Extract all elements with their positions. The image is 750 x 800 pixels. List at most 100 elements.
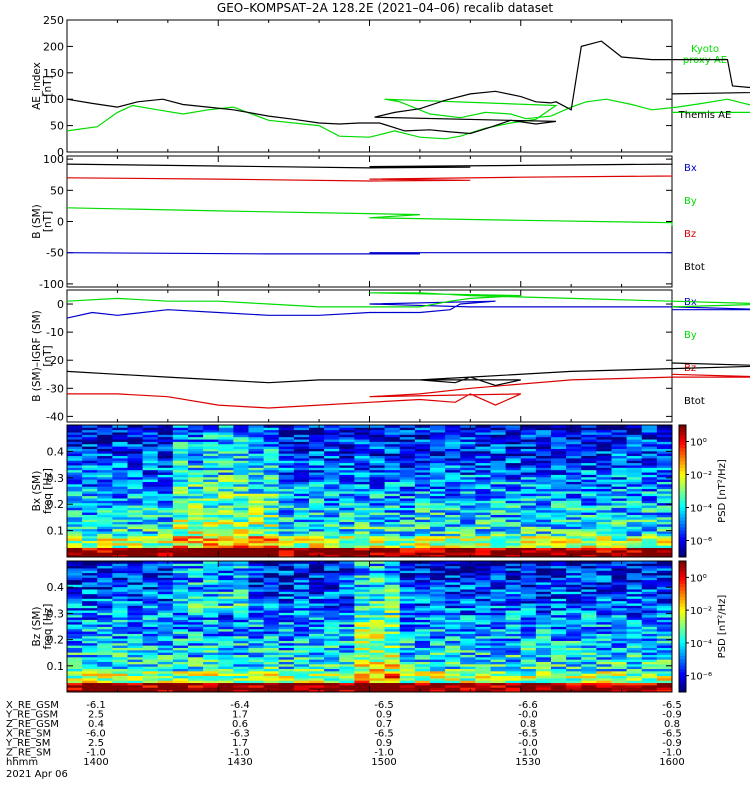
spectrogram-cell: [112, 626, 128, 630]
spectrogram-cell: [354, 621, 370, 625]
spectrogram-cell: [248, 528, 265, 532]
spectrogram-cell: [414, 663, 431, 667]
spectrogram-cell: [566, 432, 582, 435]
spectrogram-cell: [97, 531, 113, 534]
spectrogram-cell: [324, 663, 340, 667]
spectrogram-cell: [203, 448, 219, 452]
spectrogram-cell: [414, 465, 431, 468]
y-tick-label: -20: [46, 354, 64, 367]
spectrogram-cell: [520, 427, 537, 431]
spectrogram-cell: [157, 531, 174, 534]
spectrogram-cell: [626, 631, 643, 634]
spectrogram-cell: [278, 603, 295, 606]
spectrogram-cell: [309, 443, 325, 447]
spectrogram-cell: [324, 591, 340, 595]
spectrogram-cell: [233, 584, 249, 588]
spectrogram-cell: [293, 469, 310, 473]
spectrogram-cell: [142, 552, 159, 556]
spectrogram-cell: [626, 493, 643, 497]
spectrogram-cell: [566, 516, 582, 520]
spectrogram-cell: [157, 519, 174, 523]
spectrogram-cell: [354, 443, 370, 447]
spectrogram-cell: [263, 519, 280, 523]
spectrogram-cell: [354, 436, 370, 440]
spectrogram-cell: [520, 458, 537, 461]
spectrogram-cell: [626, 670, 643, 674]
spectrogram-cell: [414, 479, 431, 482]
spectrogram-cell: [324, 589, 340, 592]
spectrogram-cell: [218, 481, 234, 485]
spectrogram-cell: [142, 684, 159, 688]
spectrogram-cell: [67, 684, 83, 688]
spectrogram-cell: [324, 687, 340, 691]
spectrogram-cell: [641, 589, 658, 592]
spectrogram-cell: [324, 596, 340, 599]
spectrogram-cell: [551, 462, 567, 466]
spectrogram-cell: [414, 635, 431, 639]
spectrogram-cell: [248, 491, 265, 494]
colorbar-step: [679, 527, 686, 532]
spectrogram-cell: [248, 481, 265, 485]
spectrogram-cell: [535, 512, 552, 515]
spectrogram-cell: [430, 458, 446, 461]
spectrogram-cell: [520, 509, 537, 513]
spectrogram-cell: [127, 687, 144, 691]
spectrogram-cell: [278, 605, 295, 609]
spectrogram-cell: [354, 554, 370, 558]
ephemeris-value: 1.7: [232, 710, 248, 721]
spectrogram-cell: [641, 666, 658, 670]
spectrogram-cell: [551, 479, 567, 482]
spectrogram-cell: [520, 462, 537, 466]
spectrogram-cell: [414, 486, 431, 490]
spectrogram-cell: [142, 439, 159, 442]
spectrogram-cell: [188, 607, 204, 611]
spectrogram-cell: [535, 521, 552, 525]
spectrogram-cell: [626, 661, 643, 665]
spectrogram-cell: [172, 488, 189, 492]
spectrogram-cell: [97, 682, 113, 686]
spectrogram-cell: [566, 507, 582, 511]
spectrogram-cell: [309, 633, 325, 637]
spectrogram-cell: [369, 535, 386, 539]
spectrogram-cell: [384, 652, 401, 655]
spectrogram-cell: [460, 549, 476, 553]
spectrogram-cell: [233, 425, 249, 428]
spectrogram-cell: [384, 579, 401, 583]
spectrogram-cell: [566, 446, 582, 449]
spectrogram-cell: [188, 610, 204, 613]
spectrogram-cell: [127, 570, 144, 574]
spectrogram-cell: [566, 607, 582, 611]
spectrogram-cell: [399, 436, 416, 440]
spectrogram-cell: [248, 579, 265, 583]
spectrogram-cell: [656, 507, 673, 511]
spectrogram-cell: [112, 552, 128, 556]
spectrogram-cell: [581, 441, 597, 445]
spectrogram-cell: [399, 668, 416, 672]
spectrogram-cell: [127, 621, 144, 625]
spectrogram-cell: [384, 493, 401, 497]
spectrogram-cell: [399, 507, 416, 511]
spectrogram-cell: [157, 455, 174, 459]
spectrogram-cell: [354, 682, 370, 686]
spectrogram-cell: [656, 652, 673, 655]
spectrogram-cell: [157, 554, 174, 558]
spectrogram-cell: [611, 628, 628, 632]
spectrogram-cell: [399, 673, 416, 677]
spectrogram-cell: [399, 663, 416, 667]
spectrogram-cell: [445, 586, 461, 590]
spectrogram-cell: [369, 455, 386, 459]
spectrogram-cell: [475, 568, 491, 571]
spectrogram-cell: [369, 533, 386, 537]
spectrogram-cell: [460, 507, 476, 511]
spectrogram-cell: [82, 575, 98, 578]
spectrogram-cell: [566, 465, 582, 468]
spectrogram-cell: [414, 453, 431, 457]
spectrogram-cell: [233, 476, 249, 480]
spectrogram-cell: [384, 488, 401, 492]
spectrogram-cell: [399, 603, 416, 606]
spectrogram-cell: [460, 509, 476, 513]
spectrogram-cell: [581, 486, 597, 490]
spectrogram-cell: [354, 649, 370, 653]
spectrogram-cell: [551, 512, 567, 515]
spectrogram-cell: [203, 668, 219, 672]
